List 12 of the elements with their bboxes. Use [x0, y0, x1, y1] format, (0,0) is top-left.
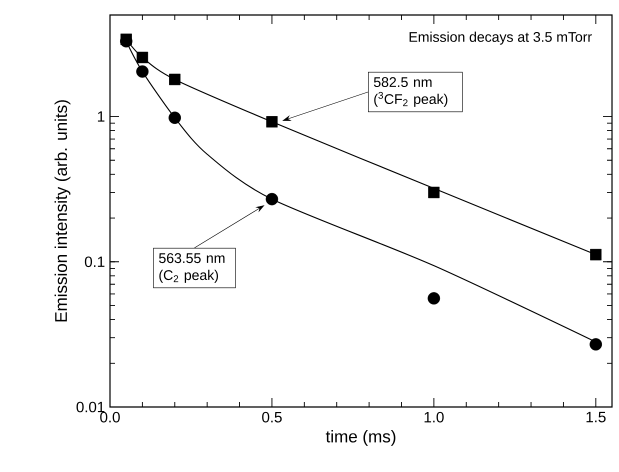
- annotation: 582.5 nm ($^{3}$CF$_{2}$ peak): [374, 77, 448, 107]
- x-tick-label: 0.5: [262, 412, 282, 422]
- x-tick-label: 0.0: [100, 412, 120, 422]
- y-tick-label: 0.1: [84, 256, 104, 268]
- y-tick-label: 1: [98, 111, 104, 122]
- x-tick-label: 1.5: [586, 412, 606, 422]
- x-tick-label: 1.0: [424, 412, 444, 422]
- x-axis-title: time (ms): [326, 430, 396, 446]
- y-axis-title: Emission intensity (arb. units): [54, 100, 70, 322]
- annotation: 563.55 nm (C$_{2}$ peak): [159, 253, 224, 283]
- annotation: Emission decays at 3.5 mTorr: [410, 32, 592, 45]
- y-tick-label: 0.01: [76, 402, 104, 412]
